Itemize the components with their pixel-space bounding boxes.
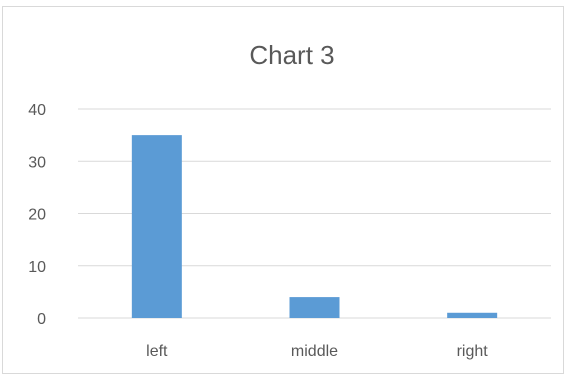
x-tick-label: right (457, 343, 489, 360)
bars (131, 135, 498, 318)
x-tick-label: middle (291, 343, 338, 360)
y-tick-label: 20 (28, 207, 46, 224)
bar-left (131, 135, 182, 318)
y-tick-label: 10 (28, 259, 46, 276)
y-axis-ticks: 0 10 20 30 40 (28, 102, 46, 328)
y-tick-label: 0 (37, 311, 46, 328)
bar-right (447, 312, 498, 318)
bar-middle (289, 297, 340, 318)
y-tick-label: 30 (28, 154, 46, 171)
x-axis-ticks: left middle right (146, 343, 488, 360)
chart-frame (2, 6, 564, 374)
y-tick-label: 40 (28, 102, 46, 119)
x-tick-label: left (146, 343, 168, 360)
chart-title: Chart 3 (249, 40, 334, 70)
